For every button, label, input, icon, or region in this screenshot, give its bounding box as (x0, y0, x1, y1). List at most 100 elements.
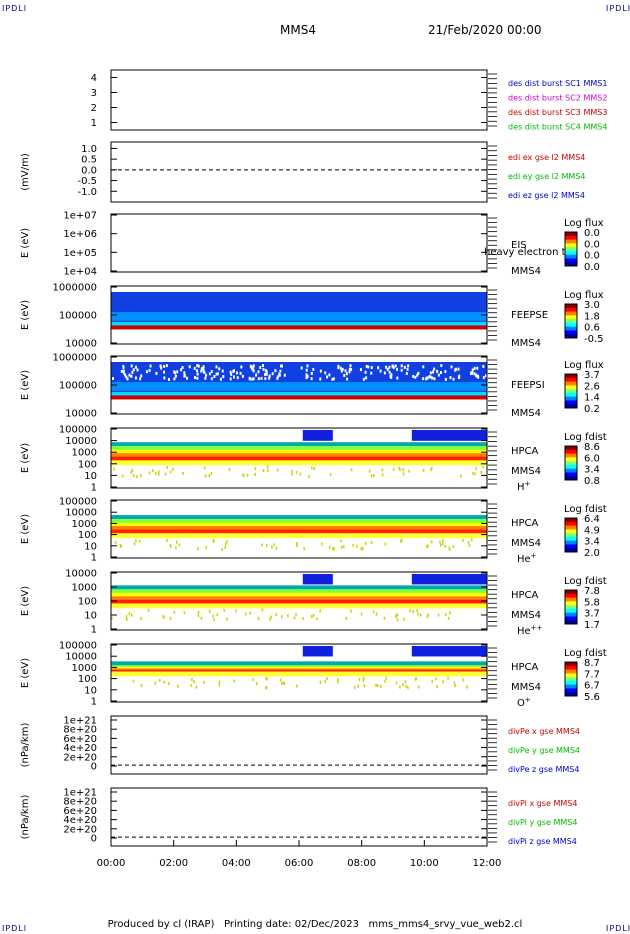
spectrogram-gap (241, 374, 244, 378)
spectrogram-gap (131, 370, 134, 374)
spectrogram-speckle (475, 467, 478, 471)
panel-1: 1 2 3 4 des dist burst SC1 MMS1 des dist burs… (91, 69, 607, 132)
spectrogram-speckle (282, 681, 285, 685)
spectrogram-gap (216, 372, 219, 376)
instrument-label: HPCA (511, 518, 539, 529)
instrument-label: FEEPSE (511, 310, 548, 321)
colorbar-title: Log fdist (564, 432, 607, 443)
colorbar-segment (565, 232, 577, 237)
spectrogram-gap (344, 369, 347, 373)
spectrogram-speckle (408, 469, 410, 473)
spectrogram-gap (348, 367, 351, 371)
spectrogram-speckle (138, 539, 141, 543)
spectrogram-speckle (166, 539, 168, 543)
spectrogram-burst-2 (411, 646, 487, 657)
y-axis-label: E (eV) (20, 443, 31, 473)
spectrogram-speckle (419, 613, 422, 617)
spectrogram-speckle (279, 678, 282, 682)
panel-8: 10000 1000 100 10 1 E (eV) HPCA MMS4 He++ Log fdi… (20, 569, 607, 638)
spectrogram-data (111, 646, 487, 690)
spectrogram-speckle (385, 676, 387, 680)
panel-5: 1000000 100000 10000 E (eV) FEEPSI MMS4 Log fl… (20, 353, 604, 420)
spectrogram-gap (215, 365, 218, 369)
spectrogram-band-tail (111, 603, 487, 609)
instrument-label: FEEPSI (511, 380, 545, 391)
spectrogram-gap (473, 372, 476, 376)
spectrogram-gap (210, 377, 213, 381)
spectrogram-gap (122, 371, 125, 375)
spectrogram-gap (283, 373, 286, 377)
panel-frame (110, 69, 488, 131)
spectrogram-speckle (266, 677, 268, 681)
spectrogram-speckle (197, 614, 200, 618)
spectrogram-speckle (267, 469, 269, 473)
spectrogram-band-cyan (111, 442, 487, 447)
spectrogram-speckle (445, 613, 447, 617)
spectrogram-speckle (326, 677, 328, 681)
spectrogram-band-mid (111, 312, 487, 321)
spectrogram-gap (163, 376, 166, 380)
instrument-label: HPCA (511, 662, 539, 673)
spectrogram-gap (259, 365, 262, 369)
spectrogram-speckle (399, 685, 401, 689)
panel-3: 1e+07 1e+06 1e+05 1e+04 E (eV) EIS MMS4 heavy e… (20, 211, 604, 278)
spectrogram-speckle (131, 468, 133, 472)
colorbar-segment (565, 239, 577, 244)
colorbar-tick-label: 3.7 (584, 609, 600, 620)
spectrogram-gap (385, 365, 388, 369)
y-tick-label: 0 (91, 762, 97, 773)
colorbar-segment (565, 334, 577, 339)
colorbar-tick-label: 4.9 (584, 525, 600, 536)
spectrogram-speckle (319, 680, 322, 684)
spectrogram-gap (324, 371, 327, 375)
colorbar-tick-label: 5.6 (584, 692, 600, 703)
spectrogram-speckle (296, 684, 298, 688)
spectrogram-speckle (332, 546, 334, 550)
y-tick-label: 8e+20 (63, 725, 97, 736)
spectrogram-speckle (140, 473, 142, 477)
spectrogram-gap (200, 369, 203, 373)
spectrogram-gap (236, 371, 239, 375)
colorbar-frame (564, 303, 578, 339)
spectrogram-speckle (384, 679, 386, 683)
spectrogram-speckle (218, 683, 220, 687)
spectrogram-band-0 (111, 519, 487, 524)
y-tick-label: 1000 (72, 663, 97, 674)
spectrogram-speckle (441, 542, 444, 546)
spectrogram-gap (305, 368, 308, 372)
spectrogram-gap (457, 376, 460, 380)
colorbar-segment (565, 235, 577, 241)
spectrogram-gap (328, 373, 331, 377)
spectrogram-speckle (340, 545, 343, 549)
y-tick-label: 2e+20 (63, 752, 97, 763)
colorbar-segment (565, 322, 577, 328)
spacecraft-label: MMS4 (511, 408, 541, 419)
spectrogram-gap (359, 368, 362, 372)
colorbar-segment (565, 662, 577, 667)
spacecraft-label: MMS4 (511, 466, 541, 477)
colorbar-title: Log fdist (564, 504, 607, 515)
spectrogram-burst-1 (302, 430, 333, 441)
colorbar-tick-label: 1.7 (584, 620, 600, 631)
spectrogram-speckle (163, 680, 165, 684)
spectrogram-gap (181, 365, 184, 369)
spectrogram-gap (122, 366, 125, 370)
colorbar-title: Log fdist (564, 576, 607, 587)
spectrogram-gap (125, 375, 128, 379)
spectrogram-gap (477, 375, 480, 379)
spectrogram-speckle (431, 679, 433, 683)
spectrogram-speckle (296, 544, 298, 548)
spectrogram-speckle (113, 467, 115, 471)
y-tick-label: 1e+07 (63, 211, 97, 222)
legend-entry: divPe z gse MMS4 (508, 765, 579, 774)
spectrogram-speckle (280, 615, 283, 619)
spectrogram-gap (422, 377, 425, 381)
y-tick-label: 1 (91, 553, 97, 564)
spectrogram-speckle (265, 676, 268, 680)
spectrogram-speckle (133, 542, 136, 546)
ion-label: He++ (517, 624, 543, 637)
spectrogram-speckle (375, 612, 378, 616)
spectrogram-gap (111, 377, 114, 381)
spectrogram-speckle (333, 547, 335, 551)
